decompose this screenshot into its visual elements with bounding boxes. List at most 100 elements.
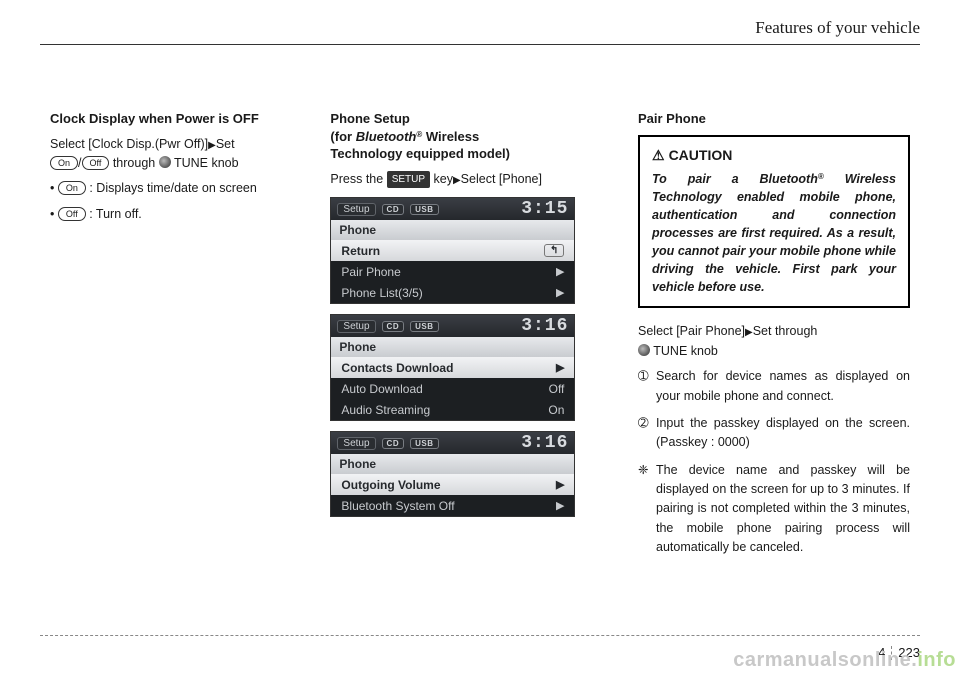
text-set: Set — [216, 137, 235, 151]
content-columns: Clock Display when Power is OFF Select [… — [50, 110, 910, 558]
text-press: Press the — [330, 172, 386, 186]
screen-1-sub: Phone — [331, 220, 574, 240]
footer-rule — [40, 635, 920, 636]
row-label: Auto Download — [341, 382, 422, 396]
row-label: Return — [341, 244, 380, 258]
caution-text: To pair a Bluetooth® Wireless Technology… — [652, 170, 896, 297]
title-line3: Technology equipped model) — [330, 146, 510, 161]
screen-3-top: Setup CD USB 3:16 — [331, 432, 574, 454]
text-select-phone: Select [Phone] — [461, 172, 542, 186]
triangle-icon: ▶ — [453, 173, 461, 189]
screen-2-time: 3:16 — [521, 316, 568, 336]
text-select-clock: Select [Clock Disp.(Pwr Off)] — [50, 137, 208, 151]
title-line2a: (for — [330, 129, 355, 144]
pair-phone-title: Pair Phone — [638, 110, 910, 128]
triangle-icon: ▶ — [745, 325, 753, 341]
title-line1: Phone Setup — [330, 111, 409, 126]
off-pill: Off — [82, 156, 110, 170]
reference-mark-icon: ❈ — [638, 461, 648, 480]
text-key: key — [430, 172, 453, 186]
on-pill: On — [50, 156, 78, 170]
screen-3-row-bt-off: Bluetooth System Off ▶ — [331, 495, 574, 516]
usb-badge-icon: USB — [410, 438, 438, 449]
tune-knob-icon — [638, 344, 650, 356]
header-rule — [40, 44, 920, 45]
clock-display-title: Clock Display when Power is OFF — [50, 110, 308, 128]
caution-title: ⚠CAUTION — [652, 147, 896, 164]
text-tune-knob: TUNE knob — [174, 156, 239, 170]
circled-1-icon: ➀ — [638, 367, 648, 386]
return-icon: ↰ — [544, 244, 564, 257]
circled-2-icon: ➁ — [638, 414, 648, 433]
step-2: ➁ Input the passkey displayed on the scre… — [638, 414, 910, 453]
text-tune-knob-2: TUNE knob — [653, 344, 718, 358]
title-line2c: Wireless — [422, 129, 479, 144]
column-2: Phone Setup (for Bluetooth® Wireless Tec… — [330, 110, 616, 558]
tune-knob-icon — [159, 156, 171, 168]
row-label: Bluetooth System Off — [341, 499, 454, 513]
text-through: through — [113, 156, 155, 170]
cd-badge-icon: CD — [382, 438, 405, 449]
row-label: Pair Phone — [341, 265, 400, 279]
usb-badge-icon: USB — [410, 204, 438, 215]
screen-1-row-return: Return ↰ — [331, 240, 574, 261]
row-label: Audio Streaming — [341, 403, 430, 417]
row-label: Phone List(3/5) — [341, 286, 422, 300]
triangle-icon: ▶ — [208, 138, 216, 154]
chevron-right-icon: ▶ — [556, 499, 564, 512]
screen-2-row-auto: Auto Download Off — [331, 378, 574, 399]
screen-2: Setup CD USB 3:16 Phone Contacts Downloa… — [330, 314, 575, 421]
chevron-right-icon: ▶ — [556, 265, 564, 278]
screen-3: Setup CD USB 3:16 Phone Outgoing Volume … — [330, 431, 575, 517]
note-item: ❈ The device name and passkey will be dis… — [638, 461, 910, 558]
note-text: The device name and passkey will be disp… — [656, 463, 910, 555]
page-header-title: Features of your vehicle — [755, 18, 920, 38]
setup-label: Setup — [337, 320, 375, 333]
screen-1-time: 3:15 — [521, 199, 568, 219]
step-1-text: Search for device names as displayed on … — [656, 369, 910, 402]
screen-2-sub: Phone — [331, 337, 574, 357]
text-displays-time: : Displays time/date on screen — [89, 181, 256, 195]
screen-2-top: Setup CD USB 3:16 — [331, 315, 574, 337]
screen-1-row-list: Phone List(3/5) ▶ — [331, 282, 574, 303]
title-bt: Bluetooth — [356, 129, 417, 144]
row-label: Outgoing Volume — [341, 478, 440, 492]
text-turn-off: : Turn off. — [89, 207, 142, 221]
step-1: ➀ Search for device names as displayed on… — [638, 367, 910, 406]
watermark-b: info — [917, 649, 956, 671]
screen-2-row-audio: Audio Streaming On — [331, 399, 574, 420]
screen-3-row-outgoing: Outgoing Volume ▶ — [331, 474, 574, 495]
caution-text-b: Wireless Technology enabled mobile phone… — [652, 172, 896, 295]
step-2-text: Input the passkey displayed on the scree… — [656, 416, 910, 449]
cd-badge-icon: CD — [382, 321, 405, 332]
pair-steps-list: ➀ Search for device names as displayed on… — [638, 367, 910, 453]
screen-2-row-contacts: Contacts Download ▶ — [331, 357, 574, 378]
row-label: Contacts Download — [341, 361, 453, 375]
phone-setup-title: Phone Setup (for Bluetooth® Wireless Tec… — [330, 110, 616, 163]
column-1: Clock Display when Power is OFF Select [… — [50, 110, 308, 558]
caution-label: CAUTION — [669, 147, 733, 163]
pair-phone-body: Select [Pair Phone]▶Set through TUNE kno… — [638, 322, 910, 557]
slash: / — [78, 156, 81, 170]
chevron-right-icon: ▶ — [556, 286, 564, 299]
watermark: carmanualsonline.info — [733, 649, 956, 672]
setup-key-badge: SETUP — [387, 171, 430, 189]
clock-display-body: Select [Clock Disp.(Pwr Off)]▶Set On/Off… — [50, 135, 308, 225]
on-pill-2: On — [58, 181, 86, 195]
screen-1: Setup CD USB 3:15 Phone Return ↰ Pair Ph… — [330, 197, 575, 304]
cd-badge-icon: CD — [382, 204, 405, 215]
setup-label: Setup — [337, 203, 375, 216]
watermark-a: carmanualsonline. — [733, 649, 917, 671]
screen-1-row-pair: Pair Phone ▶ — [331, 261, 574, 282]
chevron-right-icon: ▶ — [556, 478, 564, 491]
row-value: Off — [549, 382, 565, 396]
row-value: On — [548, 403, 564, 417]
caution-text-a: To pair a Bluetooth — [652, 172, 818, 186]
screen-3-time: 3:16 — [521, 433, 568, 453]
press-setup-line: Press the SETUP key▶Select [Phone] — [330, 170, 616, 189]
usb-badge-icon: USB — [410, 321, 438, 332]
screen-1-top: Setup CD USB 3:15 — [331, 198, 574, 220]
text-select-pair: Select [Pair Phone] — [638, 324, 745, 338]
text-set-through: Set through — [753, 324, 818, 338]
column-3: Pair Phone ⚠CAUTION To pair a Bluetooth®… — [638, 110, 910, 558]
